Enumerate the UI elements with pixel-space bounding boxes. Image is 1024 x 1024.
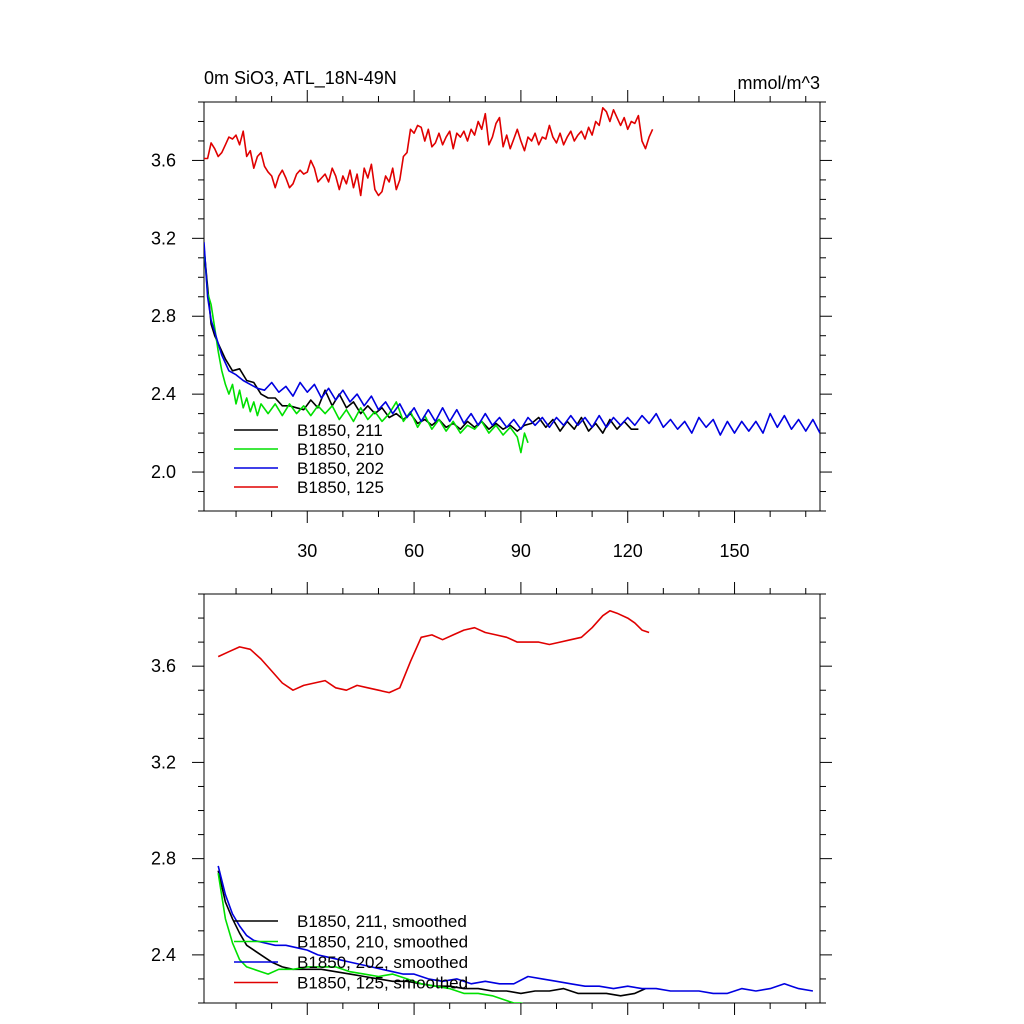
series-line-0 [217, 870, 646, 997]
top-panel: 30 60 90 120 150 2.0 2.4 2.8 3.2 3.6 0m SiO3, ATL_… [151, 68, 832, 561]
legend-label: B1850, 211 [297, 421, 383, 440]
y-tick-label: 2.8 [151, 306, 176, 326]
x-tick-label: 150 [720, 541, 750, 561]
series-line-3 [217, 610, 650, 694]
x-tick-label: 120 [613, 541, 643, 561]
series-line-0 [204, 248, 639, 434]
y-tick-label: 3.2 [151, 228, 176, 248]
series-line-3 [204, 107, 654, 197]
legend-label: B1850, 202 [297, 459, 384, 478]
legend-label: B1850, 202, smoothed [297, 953, 468, 972]
y-tick-label: 3.6 [151, 656, 176, 676]
bottom-panel: 2.4 2.8 3.2 3.6 B1850, 211, smoothed B1850, 2… [151, 582, 832, 1015]
series-line-2 [204, 242, 820, 436]
y-tick-label: 2.8 [151, 849, 176, 869]
x-tick-label: 90 [511, 541, 531, 561]
series-line-2 [217, 865, 814, 995]
series-line-1 [204, 248, 529, 454]
chart-title: 0m SiO3, ATL_18N-49N [204, 68, 397, 89]
y-tick-label: 2.0 [151, 462, 176, 482]
units-label: mmol/m^3 [738, 73, 820, 93]
legend-label: B1850, 125, smoothed [297, 974, 468, 993]
legend-label: B1850, 211, smoothed [297, 912, 467, 931]
y-tick-label: 2.4 [151, 384, 176, 404]
y-tick-label: 2.4 [151, 945, 176, 965]
y-tick-label: 3.6 [151, 150, 176, 170]
series-line-1 [217, 872, 524, 1003]
x-tick-label: 30 [297, 541, 317, 561]
legend-label: B1850, 125 [297, 478, 384, 497]
plot-frame [203, 101, 821, 512]
x-tick-label: 60 [404, 541, 424, 561]
legend-label: B1850, 210 [297, 440, 384, 459]
legend-label: B1850, 210, smoothed [297, 933, 468, 952]
y-tick-label: 3.2 [151, 752, 176, 772]
